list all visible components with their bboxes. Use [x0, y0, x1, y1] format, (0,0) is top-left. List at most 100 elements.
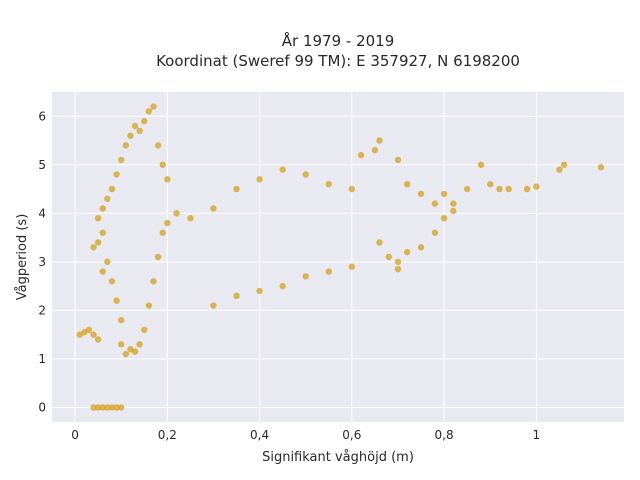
data-point — [463, 185, 471, 193]
y-tick-label: 1 — [38, 352, 46, 366]
data-point — [233, 185, 240, 193]
x-gridlines — [74, 92, 537, 422]
data-point — [85, 326, 93, 333]
data-point — [233, 292, 240, 300]
chart-title: År 1979 - 2019 — [282, 31, 395, 50]
x-tick-label: 1 — [533, 428, 541, 442]
y-axis-label: Vågperiod (s) — [15, 214, 30, 301]
data-point — [113, 297, 120, 304]
y-tick-label: 6 — [38, 109, 46, 123]
data-point — [357, 151, 365, 159]
y-tick-label: 5 — [38, 158, 46, 172]
data-point — [256, 176, 263, 183]
data-point — [117, 341, 125, 348]
data-point — [348, 185, 356, 193]
data-point — [403, 181, 411, 188]
data-point — [523, 185, 531, 193]
data-point — [164, 176, 171, 183]
data-point — [210, 205, 217, 212]
x-tick-label: 0,8 — [435, 428, 454, 442]
data-point — [164, 219, 171, 227]
x-tick-label: 0,2 — [158, 428, 177, 442]
data-point — [90, 244, 97, 251]
data-point — [94, 239, 102, 246]
data-point — [113, 171, 120, 178]
data-point — [94, 336, 102, 343]
y-tick-label: 3 — [38, 255, 46, 269]
x-axis-label: Signifikant våghöjd (m) — [262, 450, 414, 465]
data-point — [104, 195, 111, 202]
y-tick-labels: 0 1 2 3 4 5 6 — [38, 109, 46, 414]
data-point — [385, 253, 392, 261]
data-point — [431, 229, 439, 236]
data-point — [94, 404, 102, 411]
data-point — [136, 127, 143, 135]
data-point — [560, 161, 568, 168]
x-tick-label: 0,4 — [250, 428, 269, 442]
data-point — [431, 200, 439, 207]
data-point — [394, 258, 402, 266]
data-point — [113, 404, 120, 411]
data-point — [131, 122, 139, 130]
data-point — [325, 268, 332, 275]
data-point — [150, 278, 157, 285]
y-tick-label: 0 — [38, 400, 46, 414]
data-point — [450, 207, 457, 215]
plot-area — [52, 92, 624, 422]
data-point — [122, 350, 130, 358]
data-point — [90, 331, 97, 338]
data-point — [348, 263, 356, 270]
data-point — [108, 278, 116, 285]
data-point — [154, 142, 162, 149]
data-point — [325, 181, 332, 188]
data-point — [505, 185, 512, 193]
chart-subtitle: Koordinat (Sweref 99 TM): E 357927, N 61… — [156, 52, 520, 70]
data-point — [99, 268, 106, 275]
data-point — [136, 341, 143, 348]
data-point — [302, 171, 309, 178]
scatter-points — [76, 103, 605, 411]
data-point — [394, 156, 402, 164]
data-point — [94, 214, 102, 222]
data-point — [145, 302, 153, 309]
data-point — [376, 137, 383, 144]
data-point — [279, 166, 286, 173]
y-tick-label: 4 — [38, 206, 46, 220]
data-point — [417, 244, 425, 251]
data-point — [117, 404, 125, 411]
data-point — [371, 147, 379, 154]
data-point — [279, 282, 286, 290]
data-point — [556, 166, 563, 173]
data-point — [477, 161, 485, 168]
data-point — [99, 404, 106, 411]
data-point — [187, 214, 194, 222]
y-tick-label: 2 — [38, 303, 46, 317]
data-point — [210, 302, 217, 309]
data-point — [104, 404, 111, 411]
data-point — [376, 239, 383, 246]
data-point — [533, 183, 540, 190]
data-point — [440, 190, 448, 198]
x-tick-label: 0 — [71, 428, 79, 442]
data-point — [496, 185, 503, 193]
data-point — [104, 258, 111, 266]
y-gridlines — [52, 115, 624, 408]
x-tick-labels: 0 0,2 0,4 0,6 0,8 1 — [71, 428, 540, 442]
data-point — [440, 214, 448, 222]
data-point — [154, 253, 162, 261]
data-point — [117, 156, 125, 164]
data-point — [108, 185, 116, 193]
data-point — [450, 200, 457, 207]
data-point — [99, 205, 106, 212]
data-point — [99, 229, 106, 236]
data-point — [159, 161, 166, 168]
data-point — [141, 117, 148, 125]
data-point — [122, 142, 130, 149]
data-point — [302, 273, 309, 280]
data-point — [487, 181, 494, 188]
data-point — [141, 326, 148, 333]
data-point — [256, 287, 263, 295]
data-point — [131, 348, 139, 355]
data-point — [403, 248, 411, 256]
